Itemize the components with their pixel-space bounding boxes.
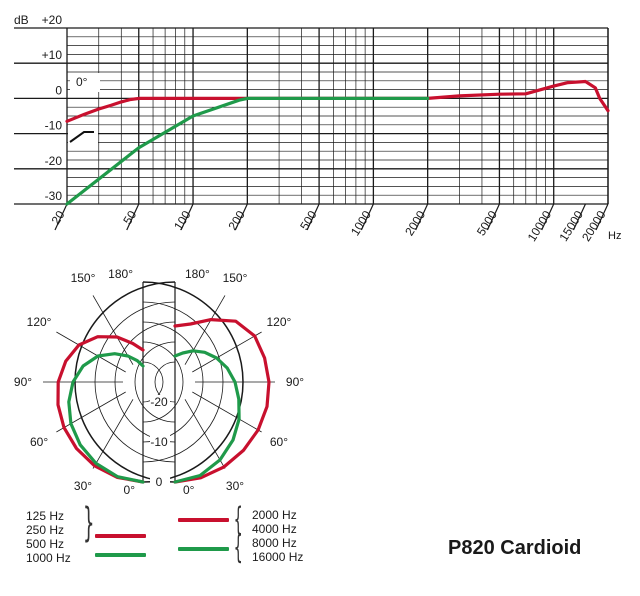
fr-y-tick-label: 0 (55, 83, 62, 97)
polar-angle-label-right: 180° (185, 267, 210, 281)
legend-label-8000hz: 8000 Hz (252, 536, 297, 550)
fr-x-tick-mark (306, 203, 320, 231)
fr-mic-bg (68, 125, 98, 145)
polar-angle-label-right: 120° (267, 315, 292, 329)
polar-spoke (192, 331, 262, 373)
polar-series-left-red (56, 335, 145, 484)
fr-x-tick-mark (234, 203, 248, 231)
fr-y-axis-label: dB (14, 13, 29, 27)
polar-angle-label-left: 30° (74, 479, 92, 493)
legend-label-4000hz: 4000 Hz (252, 522, 297, 536)
polar-angle-label-right: 60° (270, 435, 288, 449)
fr-y-tick-label: -20 (45, 154, 63, 168)
fr-x-tick-label: 20 (49, 208, 68, 227)
frequency-response-chart: +20 +10 0 -10 -20 -30 dB 20 50 100 200 500 1000 2000 5… (14, 13, 621, 244)
polar-angle-label-left: 90° (14, 375, 32, 389)
fr-x-axis-label: Hz (608, 230, 621, 242)
fr-y-tick-label: +20 (42, 13, 63, 27)
fr-x-tick-label: 200 (225, 208, 248, 233)
polar-ring (94, 301, 176, 463)
fr-x-tick-mark (415, 203, 429, 231)
fr-x-tick-label: 20000 (579, 208, 609, 244)
polar-ring (114, 321, 176, 443)
fr-series-red (65, 79, 610, 123)
legend-label-125hz: 125 Hz (26, 509, 65, 523)
polar-angle-label-left: 120° (27, 315, 52, 329)
fr-x-tick-label: 5000 (474, 208, 500, 238)
fr-x-tick-label: 1000 (348, 208, 374, 238)
legend-label-1000hz: 1000 Hz (26, 551, 71, 565)
polar-radial-label-bg (150, 395, 170, 409)
polar-spoke (92, 399, 134, 469)
fr-annotation: 0° (76, 75, 88, 89)
mic-icon (69, 131, 94, 143)
polar-spoke (184, 399, 226, 469)
polar-series-left-green (67, 352, 145, 484)
fr-y-tick-label: +10 (42, 48, 63, 62)
polar-spoke (56, 391, 126, 433)
chart-title: P820 Cardioid (448, 537, 582, 559)
fr-x-tick-mark (54, 203, 68, 231)
fr-x-tick-mark (572, 203, 587, 231)
fr-x-tick-label: 100 (171, 208, 194, 233)
polar-ring (142, 341, 184, 423)
polar-radial-label-bg (150, 475, 170, 489)
legend-brace-left: } (82, 500, 95, 546)
legend-line-red-left (95, 534, 146, 538)
polar-angle-label-right: 150° (223, 271, 248, 285)
fr-x-tick-label: 10000 (525, 208, 555, 244)
polar-radial-label: -10 (150, 435, 168, 449)
legend-line-green-right (178, 547, 229, 551)
polar-spoke (184, 295, 226, 365)
polar-series-right-red (173, 318, 271, 484)
fr-x-tick-label: 500 (297, 208, 320, 233)
polar-ring (134, 341, 176, 423)
legend-label-16000hz: 16000 Hz (252, 550, 304, 564)
fr-y-tick-label: -30 (45, 189, 63, 203)
fr-x-tick-mark (541, 203, 555, 231)
legend-label-250hz: 250 Hz (26, 523, 65, 537)
polar-grid-right (74, 281, 275, 483)
legend: 125 Hz 250 Hz 500 Hz 1000 Hz } { { 2000 … (0, 500, 640, 596)
fr-annotation-box (70, 73, 100, 92)
legend-brace-right-top: { (233, 500, 243, 538)
fr-x-tick-mark (126, 203, 140, 231)
polar-spoke (56, 331, 126, 373)
legend-label-2000hz: 2000 Hz (252, 508, 297, 522)
polar-angle-label-right: 0° (183, 483, 195, 497)
polar-angle-label-left: 150° (71, 271, 96, 285)
fr-x-tick-mark (180, 203, 194, 231)
polar-angle-label-right: 90° (286, 375, 304, 389)
fr-x-tick-mark (486, 203, 500, 231)
legend-line-red-right (178, 518, 229, 522)
polar-radial-label-bg (150, 435, 170, 449)
fr-x-tick-mark (595, 203, 609, 231)
polar-angle-label-left: 0° (124, 483, 136, 497)
polar-angle-label-left: 60° (30, 435, 48, 449)
polar-spoke (192, 391, 262, 433)
polar-radial-label: -20 (150, 395, 168, 409)
fr-y-tick-label: -10 (45, 119, 63, 133)
polar-angle-label-right: 30° (226, 479, 244, 493)
polar-series-right-green (173, 349, 241, 484)
fr-x-tick-mark (360, 203, 374, 231)
legend-brace-right-bottom: { (233, 528, 243, 566)
polar-pattern-chart: 180° 180° 150° 150° 120° 120° 90° 90° 60° 60° 30° 3… (14, 267, 304, 497)
polar-radial-label: 0 (156, 475, 163, 489)
fr-series-green (65, 96, 430, 206)
legend-line-green-left (95, 553, 146, 557)
polar-angle-label-left: 180° (108, 267, 133, 281)
polar-ring (142, 321, 204, 443)
fr-x-tick-label: 50 (120, 208, 139, 227)
fr-x-tick-label: 2000 (402, 208, 428, 238)
legend-label-500hz: 500 Hz (26, 537, 65, 551)
polar-spoke (92, 295, 134, 365)
polar-ring (74, 281, 176, 483)
